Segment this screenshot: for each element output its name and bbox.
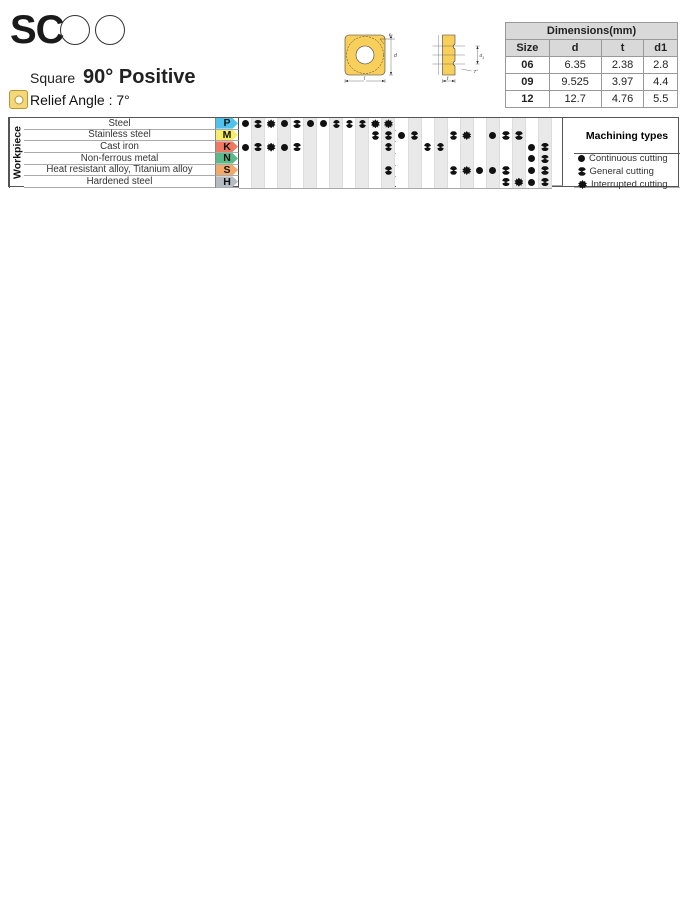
svg-text:d1: d1: [480, 53, 485, 60]
svg-text:7°: 7°: [474, 69, 479, 75]
svg-text:d: d: [394, 53, 397, 59]
svg-text:l: l: [364, 76, 366, 82]
